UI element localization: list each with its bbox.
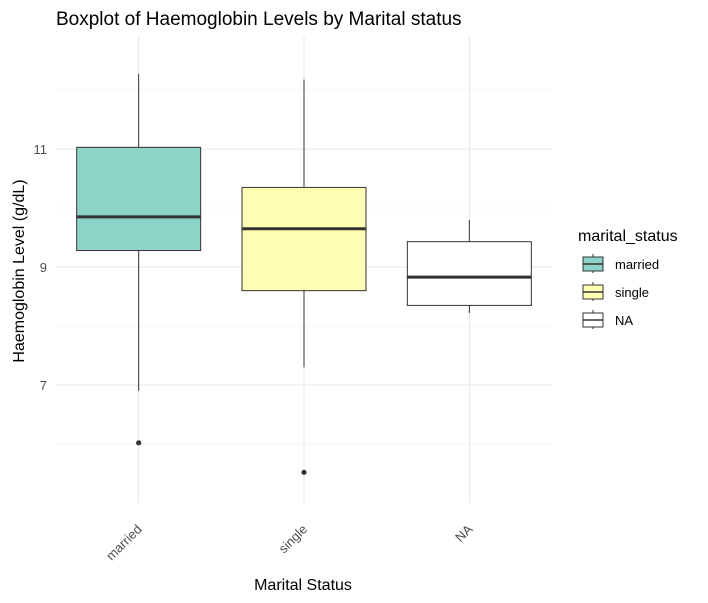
x-tick-label: married <box>103 522 145 564</box>
legend: marital_status married single NA <box>578 228 678 329</box>
y-tick-label: 9 <box>40 260 47 275</box>
x-tick-label: NA <box>452 521 476 545</box>
x-tick-label: single <box>275 522 310 557</box>
y-axis-ticks: 7 9 11 <box>34 142 48 393</box>
x-axis-ticks: married single NA <box>103 521 476 563</box>
legend-label: NA <box>615 313 633 328</box>
box-NA <box>406 219 532 314</box>
legend-title: marital_status <box>578 228 678 245</box>
legend-label: married <box>615 257 659 272</box>
y-tick-label: 7 <box>40 378 47 393</box>
outlier-point <box>136 440 142 446</box>
box-married <box>76 74 202 446</box>
chart-title: Boxplot of Haemoglobin Levels by Marital… <box>56 9 462 30</box>
box-single <box>241 79 367 475</box>
outlier-point <box>301 469 307 475</box>
boxes <box>76 74 532 475</box>
box-iqr <box>406 241 532 306</box>
box-iqr <box>241 186 367 292</box>
legend-label: single <box>615 285 649 300</box>
y-tick-label: 11 <box>34 142 48 157</box>
box-iqr <box>76 146 202 252</box>
legend-item: NA <box>582 310 633 329</box>
x-axis-title: Marital Status <box>254 577 352 594</box>
legend-item: married <box>582 254 659 273</box>
legend-item: single <box>582 282 649 301</box>
y-axis-title: Haemoglobin Level (g/dL) <box>11 179 28 362</box>
